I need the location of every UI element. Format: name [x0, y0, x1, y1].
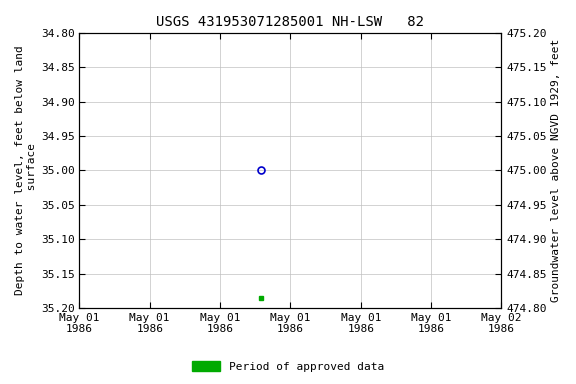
Legend: Period of approved data: Period of approved data [188, 357, 388, 377]
Y-axis label: Depth to water level, feet below land
 surface: Depth to water level, feet below land su… [15, 46, 37, 295]
Title: USGS 431953071285001 NH-LSW   82: USGS 431953071285001 NH-LSW 82 [157, 15, 425, 29]
Y-axis label: Groundwater level above NGVD 1929, feet: Groundwater level above NGVD 1929, feet [551, 39, 561, 302]
